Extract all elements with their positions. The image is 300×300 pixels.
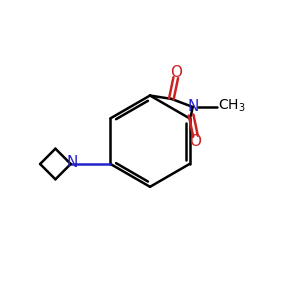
Text: N: N xyxy=(67,155,78,170)
Text: CH$_3$: CH$_3$ xyxy=(218,98,245,114)
Text: O: O xyxy=(190,134,202,149)
Text: O: O xyxy=(170,65,182,80)
Text: N: N xyxy=(187,99,198,114)
